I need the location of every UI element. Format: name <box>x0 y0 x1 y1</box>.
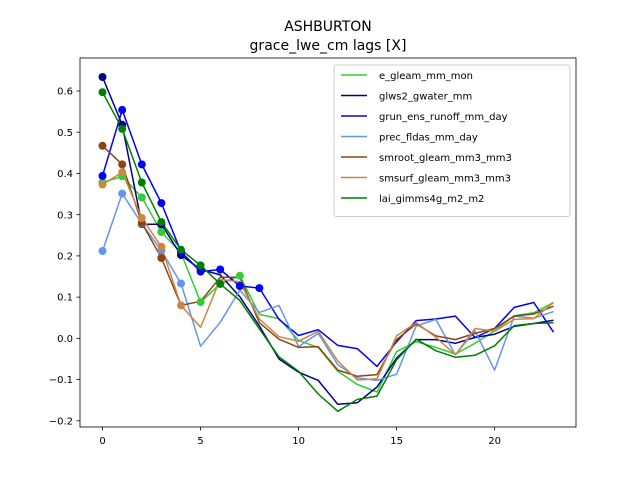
y-tick-label-0.5: 0.5 <box>57 128 73 139</box>
x-tick-label-0: 0 <box>99 436 105 447</box>
legend-label-1: e_gleam_mm_mon <box>379 71 473 82</box>
x-tick-label-10: 10 <box>292 436 305 447</box>
legend-label-7: lai_gimms4g_m2_m2 <box>379 194 484 205</box>
y-tick-label--0.2: −0.2 <box>49 416 73 427</box>
series-line-6 <box>102 171 554 381</box>
data-point-3-5 <box>196 267 205 276</box>
data-point-3-7 <box>235 282 244 290</box>
x-tick-label-15: 15 <box>390 436 403 447</box>
series-line-4 <box>101 192 554 382</box>
data-point-6-0 <box>98 180 107 189</box>
series-line-7 <box>101 91 554 413</box>
data-point-7-4 <box>177 245 185 254</box>
data-point-7-2 <box>137 178 146 187</box>
data-point-3-2 <box>137 160 146 169</box>
x-tick-label-20: 20 <box>488 436 501 447</box>
data-point-7-1 <box>118 124 127 133</box>
data-point-2-0 <box>98 73 107 81</box>
axes-frame <box>79 57 577 428</box>
data-point-3-8 <box>255 284 264 293</box>
data-point-4-4 <box>177 279 185 288</box>
legend-label-5: smroot_gleam_mm3_mm3 <box>379 153 512 164</box>
chart-title: ASHBURTON <box>284 19 372 35</box>
data-point-5-0 <box>98 141 107 150</box>
y-tick-label-0.2: 0.2 <box>57 251 73 262</box>
data-point-6-3 <box>157 242 166 251</box>
legend-box <box>333 64 571 217</box>
chart-subtitle: grace_lwe_cm lags [X] <box>250 38 407 54</box>
y-tick-label-0.1: 0.1 <box>57 293 73 304</box>
data-point-6-4 <box>177 301 185 310</box>
data-point-4-0 <box>98 247 107 255</box>
legend-label-6: smsurf_gleam_mm3_mm3 <box>379 174 511 185</box>
data-point-5-1 <box>118 160 127 169</box>
data-point-7-5 <box>196 261 205 270</box>
axes: 0 5 10 15 20 −0.2 −0.1 0.0 0.1 0.2 0.3 0.4 0.5 0.6 <box>49 57 577 447</box>
data-point-1-3 <box>157 228 166 236</box>
y-tick-label-0.3: 0.3 <box>57 210 73 221</box>
data-point-1-7 <box>235 271 244 280</box>
data-point-1-5 <box>196 298 205 307</box>
data-point-7-3 <box>157 218 166 227</box>
data-point-6-2 <box>137 214 146 222</box>
y-tick-label-0.4: 0.4 <box>57 169 73 180</box>
y-tick-label-0.6: 0.6 <box>57 87 73 98</box>
data-point-7-6 <box>216 279 225 288</box>
data-point-3-3 <box>157 199 166 208</box>
data-point-3-1 <box>118 105 127 114</box>
legend: e_gleam_mm_mon glws2_gwater_mm grun_ens_ru… <box>333 64 571 217</box>
legend-label-2: glws2_gwater_mm <box>379 92 472 103</box>
data-point-3-0 <box>98 171 107 180</box>
data-point-7-0 <box>98 88 107 97</box>
y-tick-label-0.0: 0.0 <box>57 334 73 345</box>
legend-label-3: grun_ens_runoff_mm_day <box>379 112 508 123</box>
legend-label-4: prec_fldas_mm_day <box>379 133 478 144</box>
y-tick-label--0.1: −0.1 <box>49 375 73 386</box>
data-point-3-6 <box>216 265 225 274</box>
x-tick-label-5: 5 <box>197 436 203 447</box>
data-point-4-1 <box>118 189 127 198</box>
plot-area <box>98 73 555 413</box>
data-point-1-2 <box>137 193 146 202</box>
data-point-6-1 <box>118 168 127 177</box>
data-point-5-3 <box>157 254 166 262</box>
